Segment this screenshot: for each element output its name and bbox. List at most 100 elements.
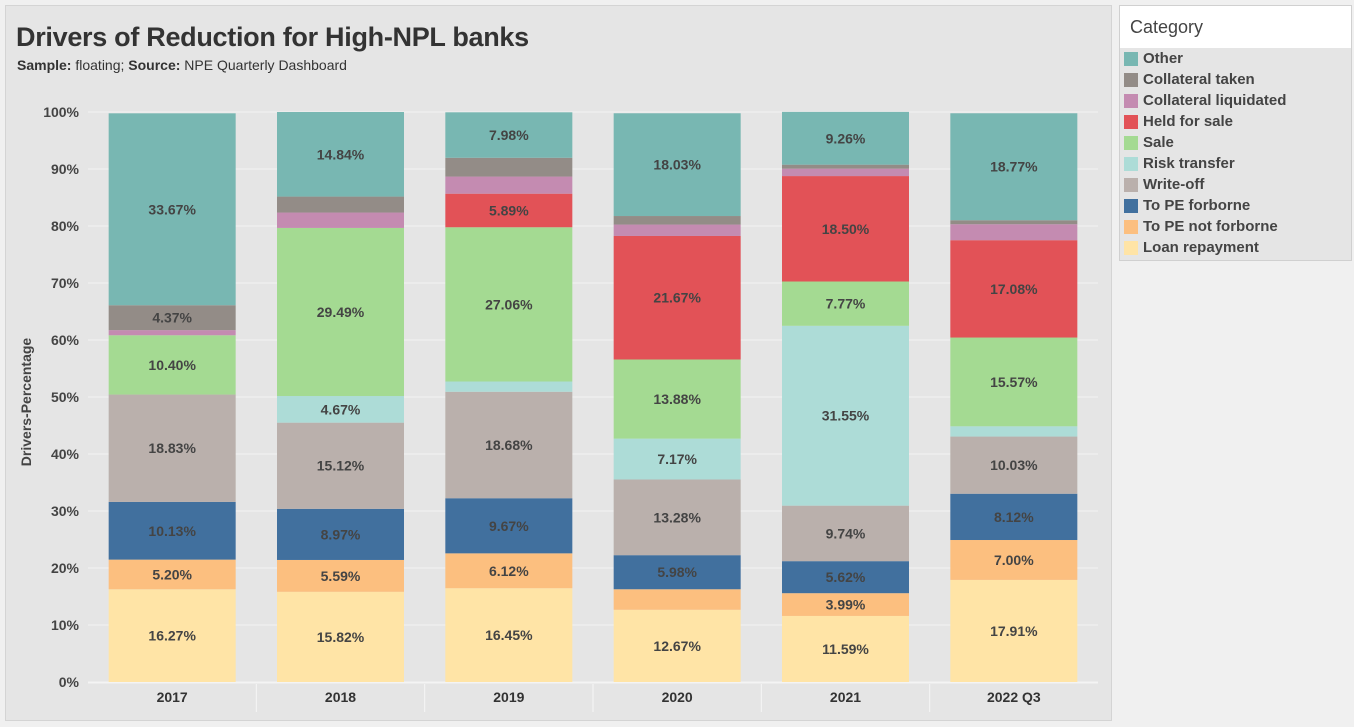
data-label: 15.12%: [317, 458, 365, 474]
bar-segment: [782, 325, 909, 506]
x-tick-label: 2020: [662, 689, 693, 705]
data-label: 9.26%: [826, 130, 866, 146]
legend-item[interactable]: To PE not forborne: [1120, 216, 1351, 237]
bar-segment: [445, 157, 573, 177]
bar-segment: [950, 337, 1078, 427]
legend-label: Write-off: [1143, 176, 1205, 193]
bar-segment: [277, 559, 404, 592]
legend-item[interactable]: Collateral liquidated: [1120, 90, 1351, 111]
legend-item[interactable]: Risk transfer: [1120, 153, 1351, 174]
data-label: 3.99%: [826, 597, 866, 613]
bar-segment: [782, 111, 909, 165]
data-label: 4.67%: [321, 401, 361, 417]
bar-segment: [613, 224, 741, 236]
bar-segment: [782, 615, 909, 682]
bar-segment: [108, 589, 236, 682]
bar-segment: [277, 196, 404, 213]
legend-item[interactable]: Held for sale: [1120, 111, 1351, 132]
data-label: 5.98%: [657, 564, 697, 580]
data-label: 10.03%: [990, 457, 1038, 473]
x-tick-label: 2019: [493, 689, 524, 705]
bar-segment: [782, 561, 909, 594]
y-tick-label: 60%: [51, 332, 80, 348]
bar-segment: [782, 164, 909, 169]
bar-segment: [950, 113, 1078, 221]
data-label: 21.67%: [653, 290, 701, 306]
legend-item[interactable]: Sale: [1120, 132, 1351, 153]
chart-title: Drivers of Reduction for High-NPL banks: [16, 22, 529, 52]
legend-label: Collateral taken: [1143, 71, 1255, 88]
x-tick-label: 2018: [325, 689, 356, 705]
data-label: 15.57%: [990, 374, 1038, 390]
data-label: 12.67%: [653, 638, 701, 654]
bar-segment: [277, 396, 404, 423]
legend-swatch: [1124, 219, 1138, 234]
bar-segment: [277, 591, 404, 682]
legend-swatch: [1124, 135, 1138, 150]
bar-segment: [950, 224, 1078, 241]
data-label: 18.77%: [990, 159, 1038, 175]
stacked-bar-chart: 0% 10% 20% 30% 40% 50% 60% 70% 80% 90% 100% Drivers…: [18, 104, 1098, 712]
y-tick-label: 90%: [51, 161, 80, 177]
y-tick-label: 40%: [51, 446, 80, 462]
bar-segment: [445, 391, 573, 499]
data-label: 8.12%: [994, 509, 1034, 525]
legend-label: Loan repayment: [1143, 239, 1259, 256]
legend-swatch: [1124, 93, 1138, 108]
legend-item[interactable]: To PE forborne: [1120, 195, 1351, 216]
data-label: 33.67%: [148, 201, 196, 217]
legend-label: To PE forborne: [1143, 197, 1251, 214]
legend-label: Collateral liquidated: [1143, 92, 1287, 109]
data-label: 7.17%: [657, 451, 697, 467]
legend-label: Held for sale: [1143, 113, 1234, 130]
bar-segment: [108, 394, 236, 502]
data-label: 7.00%: [994, 552, 1034, 568]
bar-segment: [613, 479, 741, 556]
x-tick-label: 2021: [830, 689, 861, 705]
data-label: 17.91%: [990, 623, 1038, 639]
y-tick-label: 10%: [51, 617, 80, 633]
legend-label: Sale: [1143, 134, 1174, 151]
source-value: NPE Quarterly Dashboard: [180, 57, 347, 73]
bar-segment: [950, 426, 1078, 437]
x-tick-label: 2022 Q3: [987, 689, 1041, 705]
legend-item[interactable]: Collateral taken: [1120, 69, 1351, 90]
bar-segment: [613, 609, 741, 682]
legend-item[interactable]: Write-off: [1120, 174, 1351, 195]
bar-segment: [108, 559, 236, 590]
bar-segment: [445, 193, 573, 228]
data-label: 15.82%: [317, 629, 365, 645]
bar-segment: [782, 168, 909, 177]
data-label: 5.59%: [321, 568, 361, 584]
bar-segment: [108, 501, 236, 560]
legend-swatch: [1124, 51, 1138, 66]
legend-swatch: [1124, 198, 1138, 213]
data-label: 29.49%: [317, 304, 365, 320]
bar-segment: [277, 422, 404, 509]
x-tick-label: 2017: [157, 689, 188, 705]
y-tick-label: 20%: [51, 560, 80, 576]
bar-segment: [782, 176, 909, 282]
legend-item[interactable]: Other: [1120, 48, 1351, 69]
y-tick-label: 0%: [59, 674, 80, 690]
y-axis-title: Drivers-Percentage: [18, 338, 34, 467]
legend[interactable]: Category Other Collateral taken Collateral…: [1119, 5, 1352, 261]
data-label: 18.50%: [822, 221, 870, 237]
data-label: 5.89%: [489, 202, 529, 218]
bar-segment: [950, 240, 1078, 338]
data-label: 18.03%: [653, 157, 701, 173]
data-label: 27.06%: [485, 296, 533, 312]
data-label: 10.40%: [148, 357, 196, 373]
bar-segment: [782, 593, 909, 616]
legend-swatch: [1124, 177, 1138, 192]
legend-item[interactable]: Loan repayment: [1120, 237, 1351, 258]
bar-segment: [613, 216, 741, 225]
data-label: 13.28%: [653, 509, 701, 525]
data-label: 6.12%: [489, 563, 529, 579]
bar-segment: [445, 227, 573, 382]
bar-segment: [277, 508, 404, 560]
y-tick-label: 70%: [51, 275, 80, 291]
legend-swatch: [1124, 72, 1138, 87]
bar-segment: [613, 359, 741, 439]
bar-segment: [782, 505, 909, 562]
